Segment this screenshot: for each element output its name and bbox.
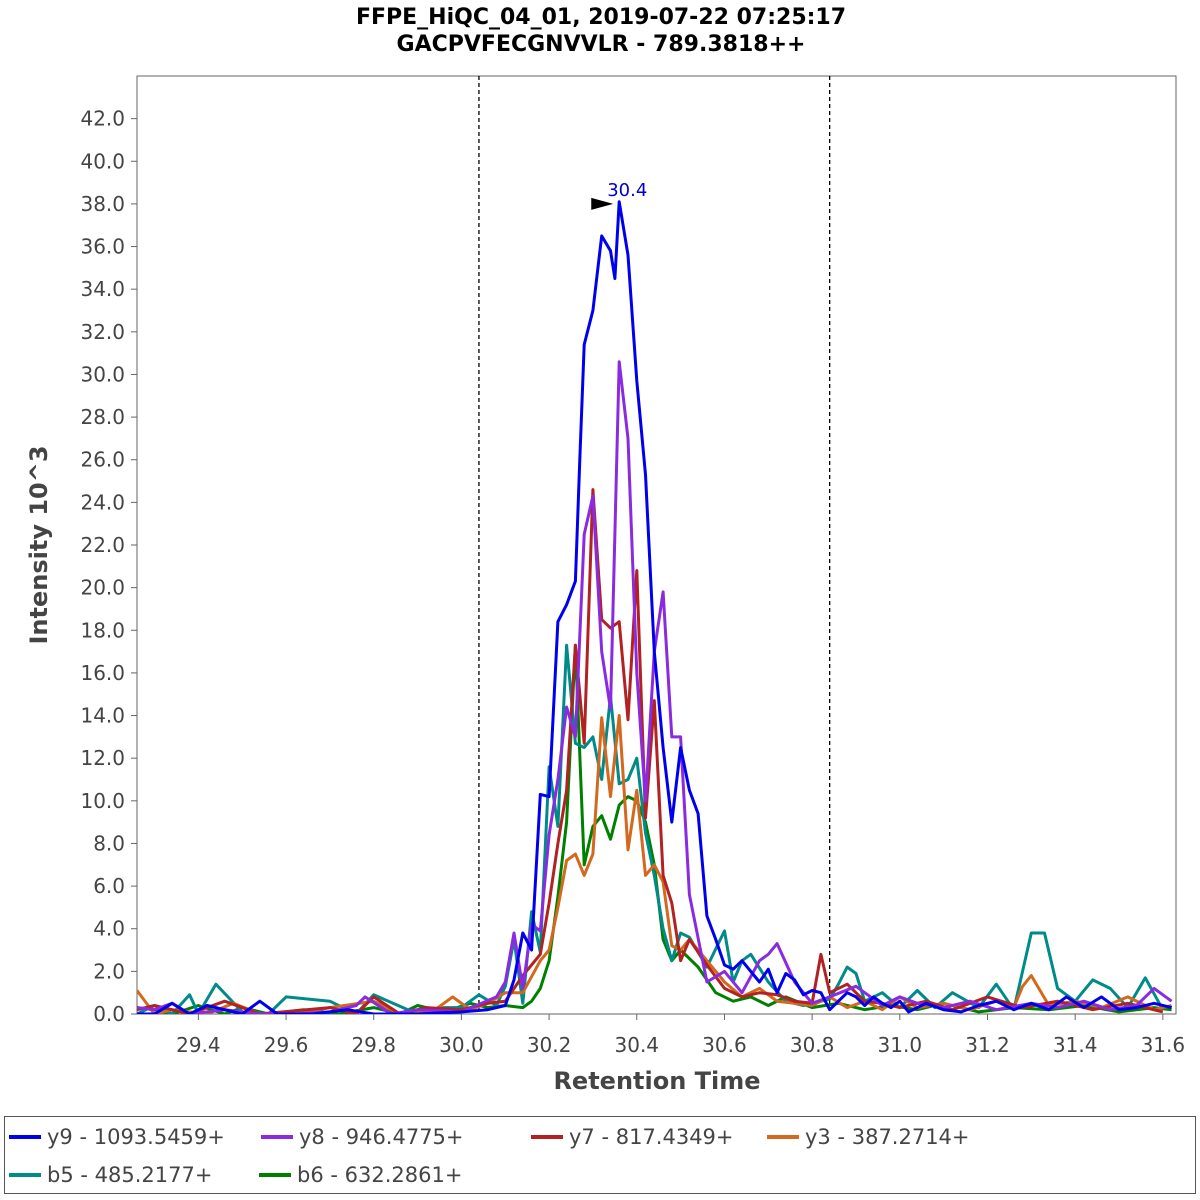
- x-tick-label: 29.8: [351, 1033, 396, 1057]
- legend-label: y9 - 1093.5459+: [47, 1125, 225, 1149]
- legend-swatch: [261, 1135, 293, 1139]
- integration-boundaries: [478, 76, 831, 1014]
- y-tick-label: 32.0: [80, 320, 125, 344]
- y-tick-label: 6.0: [93, 874, 125, 898]
- legend-item: b6 - 632.2861+: [259, 1157, 462, 1193]
- peak-marker-arrow: [591, 197, 614, 210]
- legend: y9 - 1093.5459+ y8 - 946.4775+ y7 - 817.43…: [4, 1116, 1196, 1194]
- x-tick-label: 29.6: [264, 1033, 309, 1057]
- y-tick-label: 30.0: [80, 362, 125, 386]
- x-tick-label: 31.4: [1053, 1033, 1098, 1057]
- y-tick-label: 26.0: [80, 448, 125, 472]
- x-tick-label: 30.4: [615, 1033, 660, 1057]
- series-line-y9: [137, 200, 1172, 1014]
- y-tick-label: 38.0: [80, 192, 125, 216]
- x-tick-label: 29.4: [176, 1033, 221, 1057]
- legend-item: y3 - 387.2714+: [767, 1119, 970, 1155]
- y-tick-label: 20.0: [80, 576, 125, 600]
- legend-swatch: [259, 1173, 291, 1177]
- y-tick-label: 24.0: [80, 490, 125, 514]
- legend-swatch: [531, 1135, 563, 1139]
- x-tick-label: 30.2: [527, 1033, 572, 1057]
- legend-item: b5 - 485.2177+: [9, 1157, 212, 1193]
- plot-area: [136, 75, 1177, 1015]
- y-tick-label: 12.0: [80, 746, 125, 770]
- legend-item: y9 - 1093.5459+: [9, 1119, 225, 1155]
- x-tick-label: 30.6: [702, 1033, 747, 1057]
- legend-label: b6 - 632.2861+: [297, 1163, 463, 1187]
- y-tick-label: 0.0: [93, 1002, 125, 1026]
- x-tick-label: 30.8: [790, 1033, 835, 1057]
- y-tick-label: 22.0: [80, 533, 125, 557]
- x-tick-label: 31.6: [1141, 1033, 1186, 1057]
- y-tick-label: 18.0: [80, 618, 125, 642]
- y-axis-ticks: 0.0 2.0 4.0 6.0 8.0 10.0 12.0 14.0 16.0 18.0 20.0 2…: [80, 107, 137, 1026]
- series-lines: [137, 200, 1173, 1014]
- y-tick-label: 8.0: [93, 831, 125, 855]
- legend-item: y7 - 817.4349+: [531, 1119, 734, 1155]
- y-tick-label: 16.0: [80, 661, 125, 685]
- y-axis-title: Intensity 10^3: [25, 445, 53, 644]
- y-tick-label: 34.0: [80, 277, 125, 301]
- x-tick-label: 31.0: [878, 1033, 923, 1057]
- x-tick-label: 30.0: [439, 1033, 484, 1057]
- legend-swatch: [9, 1173, 41, 1177]
- chart-title: FFPE_HiQC_04_01, 2019-07-22 07:25:17: [356, 5, 846, 30]
- y-tick-label: 10.0: [80, 789, 125, 813]
- legend-swatch: [9, 1135, 41, 1139]
- x-axis-ticks: 29.4 29.6 29.8 30.0 30.2 30.4 30.6 30.8 31.0 31.2…: [176, 1014, 1185, 1057]
- y-tick-label: 42.0: [80, 107, 125, 131]
- x-axis-title: Retention Time: [553, 1067, 760, 1095]
- y-tick-label: 4.0: [93, 917, 125, 941]
- chart-subtitle: GACPVFECGNVVLR - 789.3818++: [397, 32, 806, 57]
- legend-label: y3 - 387.2714+: [805, 1125, 970, 1149]
- legend-label: y8 - 946.4775+: [299, 1125, 464, 1149]
- x-tick-label: 31.2: [965, 1033, 1010, 1057]
- legend-label: y7 - 817.4349+: [569, 1125, 734, 1149]
- y-tick-label: 28.0: [80, 405, 125, 429]
- y-tick-label: 40.0: [80, 149, 125, 173]
- peak-retention-label: 30.4: [607, 180, 647, 201]
- legend-label: b5 - 485.2177+: [47, 1163, 213, 1187]
- y-tick-label: 2.0: [93, 959, 125, 983]
- y-tick-label: 14.0: [80, 704, 125, 728]
- y-tick-label: 36.0: [80, 235, 125, 259]
- legend-swatch: [767, 1135, 799, 1139]
- chromatogram-chart: FFPE_HiQC_04_01, 2019-07-22 07:25:17 GAC…: [25, 5, 1185, 1095]
- legend-item: y8 - 946.4775+: [261, 1119, 464, 1155]
